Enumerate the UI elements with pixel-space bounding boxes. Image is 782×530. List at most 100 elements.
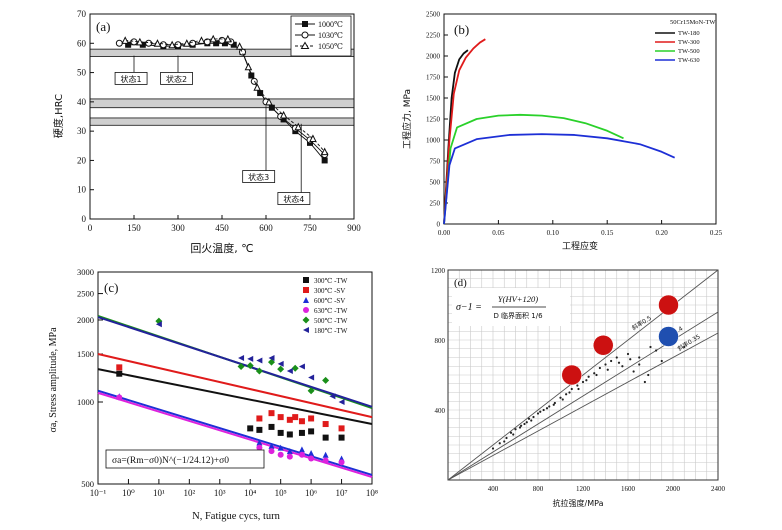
data-point bbox=[248, 72, 255, 79]
data-point bbox=[530, 419, 533, 422]
x-axis-label: 抗拉强度/MPa bbox=[553, 498, 604, 508]
data-point bbox=[322, 434, 329, 441]
data-point bbox=[503, 440, 506, 443]
data-point bbox=[277, 429, 284, 436]
series-group bbox=[443, 38, 676, 225]
data-point bbox=[213, 40, 220, 47]
data-point bbox=[532, 415, 535, 419]
y-tick-label: 2500 bbox=[77, 289, 94, 299]
data-point bbox=[565, 393, 568, 396]
legend-marker-circle bbox=[301, 31, 309, 39]
data-point bbox=[598, 366, 601, 370]
data-point bbox=[116, 364, 123, 371]
data-point bbox=[621, 365, 624, 368]
data-point bbox=[576, 384, 579, 387]
data-point bbox=[577, 387, 580, 391]
data-point bbox=[246, 362, 254, 370]
data-point bbox=[322, 376, 330, 384]
data-point bbox=[559, 396, 562, 399]
axis-ticks: 10⁻¹ 10⁰ 10¹ 10² 10³ 10⁴ 10⁵ 10⁶ 10⁷ 10⁸ 500 1000 15… bbox=[77, 267, 378, 498]
data-point bbox=[553, 401, 556, 405]
data-point bbox=[512, 433, 515, 436]
x-tick-label: 0.20 bbox=[655, 229, 668, 237]
data-point bbox=[286, 453, 293, 460]
data-point bbox=[294, 122, 303, 131]
legend-marker bbox=[303, 307, 309, 313]
panel-label: (a) bbox=[96, 19, 110, 34]
x-tick-label: 0.25 bbox=[710, 229, 723, 237]
data-point bbox=[292, 414, 299, 421]
highlight-points bbox=[561, 294, 679, 386]
x-tick-label: 10⁴ bbox=[244, 488, 256, 498]
data-point bbox=[298, 363, 305, 370]
data-point bbox=[308, 374, 315, 381]
data-point bbox=[286, 367, 293, 374]
data-point bbox=[308, 455, 315, 462]
legend-title: 50Cr15MoN-TW bbox=[670, 19, 716, 26]
data-point bbox=[329, 393, 336, 400]
data-point bbox=[320, 147, 329, 156]
x-tick-label: 750 bbox=[303, 223, 317, 233]
x-tick-label: 10⁷ bbox=[335, 488, 347, 498]
formula-denominator: D 临界面积 1/6 bbox=[493, 311, 543, 320]
data-point bbox=[268, 410, 275, 417]
legend-entry: 180℃ -TW bbox=[314, 327, 348, 335]
y-tick-label: 800 bbox=[435, 337, 446, 345]
data-point bbox=[505, 436, 508, 440]
hardness-band-group bbox=[89, 48, 355, 126]
x-tick-label: 600 bbox=[259, 223, 273, 233]
y-tick-label: 0 bbox=[437, 221, 441, 229]
data-point bbox=[308, 449, 315, 456]
x-tick-label: 10⁰ bbox=[122, 488, 135, 498]
x-tick-label: 0 bbox=[88, 223, 93, 233]
fit-line bbox=[97, 353, 373, 419]
legend-marker-triangle bbox=[300, 41, 310, 49]
legend-entry: 300℃ -SV bbox=[314, 287, 345, 295]
legend-entry: 600℃ -SV bbox=[314, 297, 345, 305]
data-point bbox=[309, 134, 317, 142]
data-point bbox=[256, 444, 263, 451]
equation-text: σa=(Rm−σ0)N^(−1/24.12)+σ0 bbox=[112, 455, 229, 466]
data-point bbox=[595, 373, 598, 377]
data-point bbox=[298, 451, 305, 458]
x-tick-label: 10⁵ bbox=[275, 488, 287, 498]
data-point bbox=[338, 459, 345, 466]
y-tick-label: 30 bbox=[77, 126, 87, 136]
band-label-group: 状态1 状态2 状态3 状态4 bbox=[114, 55, 311, 205]
band-label: 状态2 bbox=[166, 74, 187, 84]
y-tick-label: 2500 bbox=[426, 11, 441, 19]
data-point bbox=[536, 412, 540, 415]
y-tick-label: 60 bbox=[77, 38, 87, 48]
y-tick-label: 750 bbox=[430, 158, 441, 166]
data-point bbox=[649, 345, 652, 349]
chart-panel-c: 10⁻¹ 10⁰ 10¹ 10² 10³ 10⁴ 10⁵ 10⁶ 10⁷ 10⁸ 500 1000 15… bbox=[48, 267, 378, 522]
x-tick-label: 10⁸ bbox=[366, 488, 378, 498]
data-point bbox=[125, 41, 132, 48]
data-point bbox=[280, 116, 287, 123]
legend-entry: 1030℃ bbox=[318, 31, 343, 40]
x-axis-label: 工程应变 bbox=[562, 240, 598, 252]
data-point bbox=[256, 426, 263, 433]
x-axis-label: N, Fatigue cycs, turn bbox=[192, 511, 281, 522]
data-point bbox=[209, 34, 218, 43]
data-point bbox=[523, 422, 526, 426]
data-point bbox=[218, 36, 226, 44]
y-tick-label: 3000 bbox=[77, 267, 94, 277]
data-point bbox=[255, 367, 263, 375]
data-point bbox=[298, 446, 305, 453]
data-point bbox=[116, 394, 123, 401]
data-point bbox=[298, 429, 305, 436]
data-point bbox=[322, 451, 329, 458]
stress-strain-curve bbox=[443, 38, 486, 225]
data-point bbox=[539, 410, 542, 413]
legend-entry: TW-630 bbox=[678, 57, 700, 64]
data-point bbox=[568, 391, 571, 394]
plot-frame bbox=[443, 13, 717, 225]
data-point bbox=[610, 359, 613, 363]
data-point bbox=[617, 361, 621, 364]
y-tick-label: 70 bbox=[77, 9, 87, 19]
data-point bbox=[265, 97, 273, 106]
band-label: 状态3 bbox=[248, 172, 269, 182]
x-tick-label: 400 bbox=[488, 485, 499, 493]
